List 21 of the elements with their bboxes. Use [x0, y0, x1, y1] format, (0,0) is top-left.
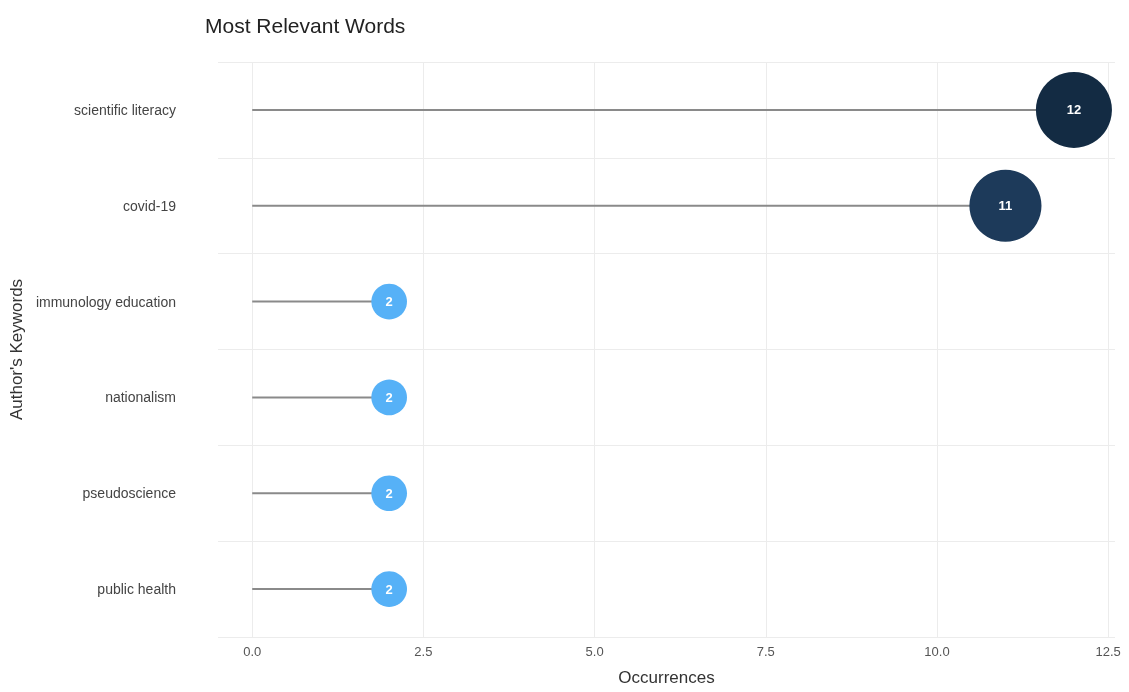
y-tick-label: pseudoscience: [82, 485, 177, 502]
x-axis-title: Occurrences: [618, 668, 715, 687]
x-tick-label: 10.0: [924, 644, 950, 659]
data-label: 2: [385, 581, 393, 597]
data-label: 2: [385, 389, 393, 405]
x-tick-label: 12.5: [1095, 644, 1121, 659]
data-label: 2: [385, 294, 393, 310]
x-tick-label: 5.0: [585, 644, 604, 659]
x-tick-label: 0.0: [243, 644, 262, 659]
y-tick-label: scientific literacy: [74, 101, 176, 118]
y-tick-label: nationalism: [105, 389, 176, 406]
x-tick-label: 2.5: [414, 644, 433, 659]
data-label: 11: [998, 198, 1013, 214]
y-axis-title: Author's Keywords: [7, 278, 26, 421]
y-tick-label: immunology education: [35, 293, 176, 310]
data-label: 12: [1066, 102, 1082, 118]
x-tick-label: 7.5: [756, 644, 775, 659]
data-label: 2: [385, 485, 393, 501]
y-tick-label: covid-19: [123, 197, 177, 214]
y-tick-label: public health: [97, 581, 176, 598]
chart-title: Most Relevant Words: [205, 14, 406, 37]
